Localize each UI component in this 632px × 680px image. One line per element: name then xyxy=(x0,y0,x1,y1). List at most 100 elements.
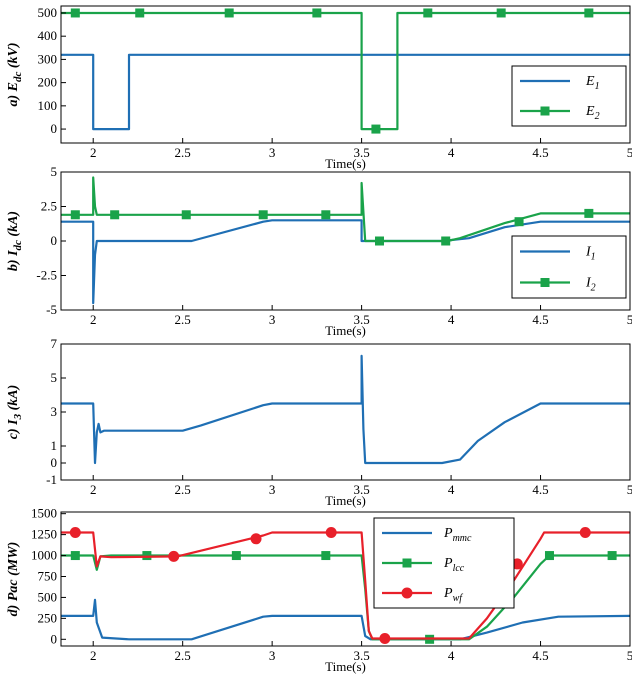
panel-c: 2 2.5 3 3.5 4 4.5 5 -1 0 1 3 5 7 Time(s) c) I3 (kA) xyxy=(6,336,632,508)
y-tick-label: -1 xyxy=(46,472,57,487)
x-tick-label: 2.5 xyxy=(175,312,191,327)
marker-b-2-9 xyxy=(584,208,594,218)
marker-d-2-7 xyxy=(544,551,554,561)
x-axis-label: Time(s) xyxy=(325,156,366,171)
marker-d-2-8 xyxy=(607,551,617,561)
x-tick-label: 2 xyxy=(90,648,97,663)
legend-marker xyxy=(540,278,550,287)
marker-b-2-6 xyxy=(374,236,384,246)
y-tick-label: 200 xyxy=(38,75,58,90)
series-line-d-3 xyxy=(61,531,630,640)
y-tick-label: 500 xyxy=(38,589,58,604)
x-tick-label: 3 xyxy=(269,482,276,497)
marker-d-3-3 xyxy=(250,533,262,545)
marker-b-2-5 xyxy=(321,210,331,220)
x-tick-label: 5 xyxy=(627,145,632,160)
axes-frame-a xyxy=(60,5,631,144)
legend-label-1: I1 xyxy=(585,245,596,263)
x-tick-label: 4.5 xyxy=(532,312,548,327)
y-tick-label: -5 xyxy=(46,302,57,317)
y-tick-label: 0 xyxy=(51,233,58,248)
y-tick-label: 1500 xyxy=(31,506,57,521)
y-tick-label: 7 xyxy=(51,336,58,351)
marker-d-3-7 xyxy=(579,527,591,539)
x-tick-label: 2 xyxy=(90,145,97,160)
x-axis-label: Time(s) xyxy=(325,659,366,674)
marker-d-3-1 xyxy=(69,527,81,539)
x-tick-label: 2.5 xyxy=(175,648,191,663)
axes-frame-d xyxy=(60,511,631,647)
legend-d: Pmmc Plcc Pwf xyxy=(373,517,515,609)
x-tick-label: 4 xyxy=(448,312,455,327)
marker-b-2-1 xyxy=(70,210,80,220)
y-tick-label: -2.5 xyxy=(36,268,57,283)
legend-box xyxy=(511,65,627,127)
marker-a-2-4 xyxy=(312,8,322,18)
legend-label-1: Pmmc xyxy=(443,526,472,544)
plot-area-c xyxy=(61,354,630,465)
y-tick-label: 1250 xyxy=(31,527,57,542)
panel-a: 2 2.5 3 3.5 4 4.5 5 0 100 200 300 400 500 Time(s) a) E… xyxy=(6,5,632,171)
legend-label-2: Plcc xyxy=(443,556,465,574)
y-tick-label: 2.5 xyxy=(41,199,57,214)
legend-b: I1 I2 xyxy=(511,235,627,299)
x-tick-label: 2.5 xyxy=(175,145,191,160)
series-line-c-1 xyxy=(61,354,630,465)
x-tick-label: 2 xyxy=(90,482,97,497)
y-tick-label: 750 xyxy=(38,568,58,583)
y-tick-label: 500 xyxy=(38,5,58,20)
legend-marker xyxy=(540,106,550,116)
x-tick-label: 3.5 xyxy=(353,648,369,663)
legend-label-1: E1 xyxy=(585,74,600,92)
y-tick-label: 1 xyxy=(51,438,58,453)
series-line-a-1 xyxy=(61,53,630,131)
x-axis-label: Time(s) xyxy=(325,323,366,338)
marker-a-2-2 xyxy=(135,8,145,18)
marker-d-2-4 xyxy=(321,551,331,561)
y-tick-label: 0 xyxy=(51,121,58,136)
x-tick-label: 3.5 xyxy=(353,145,369,160)
marker-d-3-4 xyxy=(325,527,337,539)
marker-a-2-6 xyxy=(423,8,433,18)
y-tick-label: 5 xyxy=(51,164,58,179)
series-line-d-2 xyxy=(61,554,630,641)
x-tick-label: 2 xyxy=(90,312,97,327)
plot-area-d xyxy=(61,527,630,644)
marker-a-2-5 xyxy=(371,124,381,134)
axes-frame-c xyxy=(60,343,631,481)
x-tick-label: 2.5 xyxy=(175,482,191,497)
marker-b-2-8 xyxy=(514,217,524,227)
y-tick-label: 0 xyxy=(51,455,58,470)
y-tick-label: 400 xyxy=(38,28,58,43)
series-line-b-2 xyxy=(61,176,630,243)
legend-label-3: Pwf xyxy=(443,586,463,604)
legend-marker xyxy=(401,587,413,599)
series-line-b-1 xyxy=(61,219,630,305)
series-line-d-1 xyxy=(61,598,630,641)
marker-d-3-2 xyxy=(168,550,180,562)
y-tick-label: 250 xyxy=(38,610,58,625)
marker-d-2-3 xyxy=(231,551,241,561)
x-tick-label: 4 xyxy=(448,482,455,497)
marker-d-3-5 xyxy=(379,632,391,644)
plot-area-b xyxy=(61,176,630,305)
marker-b-2-2 xyxy=(110,210,120,220)
x-axis-label: Time(s) xyxy=(325,493,366,508)
marker-d-2-1 xyxy=(70,551,80,561)
x-tick-label: 3 xyxy=(269,648,276,663)
x-tick-label: 4.5 xyxy=(532,145,548,160)
panel-b: 2 2.5 3 3.5 4 4.5 5 -5 -2.5 0 2.5 5 Time(s) b) Idc (k… xyxy=(6,164,632,338)
y-tick-label: 5 xyxy=(51,370,58,385)
plot-area-a xyxy=(61,8,630,134)
marker-b-2-4 xyxy=(258,210,268,220)
y-axis-label: c) I3 (kA) xyxy=(6,385,24,440)
legend-box xyxy=(511,235,627,299)
marker-b-2-3 xyxy=(181,210,191,220)
legend-marker xyxy=(402,558,412,568)
legend-label-2: I2 xyxy=(585,276,596,294)
y-tick-label: 300 xyxy=(38,51,58,66)
y-tick-label: 3 xyxy=(51,404,58,419)
marker-d-3-6 xyxy=(511,558,523,570)
y-axis-label: a) Edc (kV) xyxy=(6,42,24,106)
